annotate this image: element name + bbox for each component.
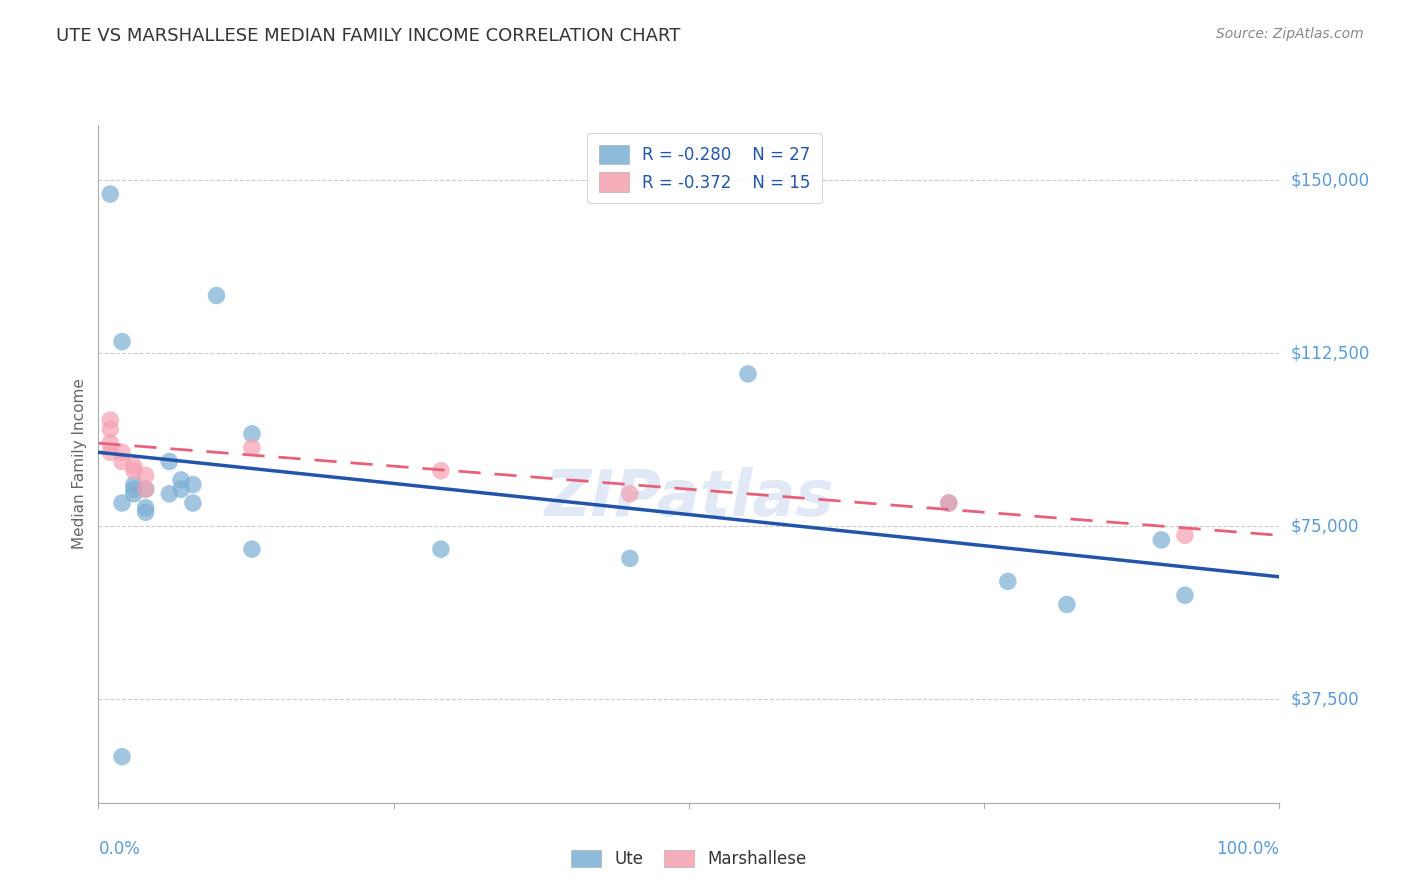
Point — [111, 749, 134, 764]
Point — [135, 505, 157, 519]
Text: 100.0%: 100.0% — [1216, 840, 1279, 858]
Point — [181, 477, 204, 491]
Point — [98, 413, 121, 427]
Point — [157, 487, 180, 501]
Point — [170, 473, 193, 487]
Point — [170, 482, 193, 496]
Y-axis label: Median Family Income: Median Family Income — [72, 378, 87, 549]
Point — [135, 482, 157, 496]
Point — [135, 500, 157, 515]
Point — [98, 422, 121, 436]
Point — [157, 454, 180, 468]
Point — [98, 436, 121, 450]
Point — [1174, 588, 1197, 602]
Point — [135, 482, 157, 496]
Point — [122, 459, 145, 474]
Point — [98, 445, 121, 459]
Point — [122, 482, 145, 496]
Point — [122, 487, 145, 501]
Legend: Ute, Marshallese: Ute, Marshallese — [565, 843, 813, 875]
Point — [135, 468, 157, 483]
Text: Source: ZipAtlas.com: Source: ZipAtlas.com — [1216, 27, 1364, 41]
Text: $75,000: $75,000 — [1291, 517, 1360, 535]
Point — [938, 496, 960, 510]
Legend: R = -0.280    N = 27, R = -0.372    N = 15: R = -0.280 N = 27, R = -0.372 N = 15 — [588, 133, 823, 203]
Point — [619, 551, 641, 566]
Point — [98, 187, 121, 202]
Point — [181, 496, 204, 510]
Point — [111, 334, 134, 349]
Text: $37,500: $37,500 — [1291, 690, 1360, 708]
Text: 0.0%: 0.0% — [98, 840, 141, 858]
Point — [1056, 598, 1078, 612]
Point — [122, 464, 145, 478]
Point — [430, 542, 453, 557]
Point — [111, 445, 134, 459]
Point — [240, 542, 263, 557]
Point — [997, 574, 1019, 589]
Text: ZIPatlas: ZIPatlas — [544, 467, 834, 529]
Point — [1150, 533, 1173, 547]
Point — [111, 496, 134, 510]
Point — [111, 454, 134, 468]
Point — [240, 441, 263, 455]
Point — [938, 496, 960, 510]
Point — [122, 477, 145, 491]
Text: UTE VS MARSHALLESE MEDIAN FAMILY INCOME CORRELATION CHART: UTE VS MARSHALLESE MEDIAN FAMILY INCOME … — [56, 27, 681, 45]
Point — [737, 367, 759, 381]
Point — [205, 288, 228, 302]
Point — [1174, 528, 1197, 542]
Text: $112,500: $112,500 — [1291, 344, 1369, 362]
Text: $150,000: $150,000 — [1291, 171, 1369, 189]
Point — [619, 487, 641, 501]
Point — [240, 426, 263, 441]
Point — [430, 464, 453, 478]
